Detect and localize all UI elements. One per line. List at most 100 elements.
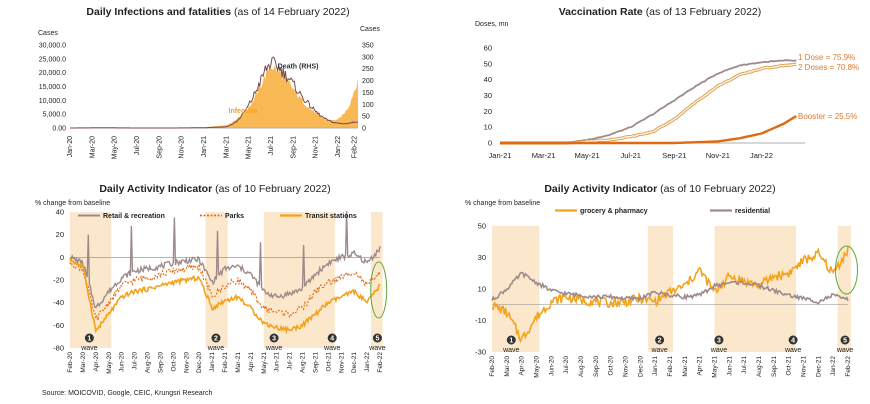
y-tick-label: -10: [475, 316, 486, 325]
y-tick-label: 0: [60, 253, 64, 262]
x-tick-label: Jul-21: [268, 136, 275, 155]
vaccination-chart: Doses, mn 0 10 20 30 40 50 60 Jan-21 Mar-21 May-21…: [475, 21, 859, 160]
x-tick-label: Mar-21: [223, 136, 230, 158]
y-tick-label: -80: [53, 344, 64, 353]
wave-badge-3: [269, 333, 279, 343]
x-tick-label: Jan-22: [364, 352, 371, 372]
wave-number: 1: [509, 338, 513, 345]
chart-title-main: Vaccination Rate: [558, 6, 643, 18]
y2-tick-label: 0: [362, 126, 366, 133]
y-tick-label: 20,000.0: [39, 70, 66, 77]
x-tick-label: Mar-20: [80, 352, 87, 373]
wave-label: wave: [368, 345, 385, 352]
legend-label-1: residential: [735, 208, 770, 215]
series-line-1: [69, 260, 381, 321]
x-tick-label: Mar-21: [532, 151, 556, 160]
wave-band-3: [714, 226, 797, 352]
y-tick-label: 10: [478, 285, 486, 294]
wave-label: wave: [650, 347, 667, 354]
wave-badge-1: [506, 335, 516, 345]
series-line-2: [500, 115, 797, 145]
wave-label: wave: [784, 347, 801, 354]
wave-band-3: [263, 212, 335, 348]
x-tick-label: Jan-20: [67, 136, 74, 158]
y-tick-label: 0: [488, 139, 492, 148]
wave-badge-4: [327, 333, 337, 343]
wave-number: 5: [843, 338, 847, 345]
x-tick-label: May-20: [112, 136, 119, 159]
x-tick-label: Jan-21: [652, 356, 659, 376]
wave-number: 4: [330, 336, 334, 343]
wave-badge-2: [211, 333, 221, 343]
x-tick-label: Jul-21: [741, 356, 748, 374]
wave-number: 3: [717, 338, 721, 345]
two-dose-line-outline: [500, 62, 797, 145]
x-tick-label: Oct-20: [170, 352, 177, 372]
x-tick-label: Jan-22: [830, 356, 837, 376]
x-tick-label: Apr-20: [519, 356, 526, 376]
wave-band-2: [205, 212, 228, 348]
wave-label: wave: [207, 345, 224, 352]
x-tick-label: Dec-21: [815, 356, 822, 377]
x-tick-label: Nov-20: [623, 356, 630, 377]
x-tick-label: Dec-20: [196, 352, 203, 373]
chart-title: Daily Infections and fatalities (as of 1…: [18, 6, 418, 18]
x-tick-label: Jul-20: [134, 136, 141, 155]
wave-label: wave: [265, 345, 282, 352]
y2-tick-label: 350: [362, 43, 374, 50]
series-label-booster: Booster = 25.5%: [798, 112, 857, 121]
x-tick-label: Mar-21: [682, 356, 689, 377]
x-tick-label: Jul-21: [287, 352, 294, 370]
x-tick-label: Dec-20: [637, 356, 644, 377]
activity-chart-2: % change from baseline -30 -10 10 30 50 Feb-20…: [465, 200, 859, 378]
series-line-2: [69, 257, 381, 335]
x-tick-label: May-21: [261, 352, 268, 374]
y-tick-label: 25,000.0: [39, 56, 66, 63]
x-tick-label: Dec-21: [351, 352, 358, 373]
x-tick-label: Jun-20: [548, 356, 555, 376]
y-tick-label: 50: [484, 59, 492, 68]
legend-label-0: grocery & pharmacy: [580, 208, 648, 215]
x-tick-label: Nov-21: [706, 151, 730, 160]
x-tick-label: Aug-21: [756, 356, 763, 377]
x-tick-label: Aug-20: [578, 356, 585, 377]
panel-infections: Daily Infections and fatalities (as of 1…: [18, 0, 418, 180]
legend-label-2: Transit stations: [305, 213, 357, 220]
x-tick-label: Sep-21: [662, 151, 686, 160]
x-tick-label: Apr-21: [248, 352, 255, 372]
death-line: [70, 56, 358, 129]
wave-band-4: [837, 226, 851, 352]
wave-band-1: [492, 226, 540, 352]
y2-tick-label: 100: [362, 102, 374, 109]
wave-label: wave: [323, 345, 340, 352]
y2-tick-label: 200: [362, 78, 374, 85]
left-axis-unit: Cases: [38, 30, 58, 37]
y-tick-label: 10: [484, 123, 492, 132]
y-tick-label: -60: [53, 321, 64, 330]
y-tick-label: -40: [53, 298, 64, 307]
x-tick-label: Jun-20: [119, 352, 126, 372]
x-tick-label: Sep-21: [312, 352, 319, 373]
x-tick-label: Sep-21: [771, 356, 778, 377]
x-tick-label: Jan-21: [201, 136, 208, 158]
wave-badge-2: [655, 335, 665, 345]
x-tick-label: Jun-21: [726, 356, 733, 376]
legend-label-0: Retail & recreation: [103, 213, 165, 220]
y-tick-label: 20: [484, 107, 492, 116]
chart-title-main: Daily Activity Indicator: [99, 183, 213, 195]
y-axis-label: % change from baseline: [35, 200, 110, 207]
x-tick-label: Nov-21: [313, 136, 320, 159]
y-tick-label: -30: [475, 348, 486, 357]
series-line-1: [491, 271, 849, 305]
y-tick-label: 0.00: [52, 126, 66, 133]
chart-title: Daily Activity Indicator (as of 10 Febru…: [30, 183, 400, 195]
y2-tick-label: 250: [362, 66, 374, 73]
wave-number: 3: [272, 336, 276, 343]
chart-title-sub: (as of 13 February 2022): [645, 6, 762, 18]
infection-area: [70, 65, 358, 128]
x-tick-label: Jan-22: [335, 136, 342, 158]
chart-title: Daily Activity Indicator (as of 10 Febru…: [460, 183, 860, 195]
y2-tick-label: 300: [362, 54, 374, 61]
x-tick-label: Jan-22: [750, 151, 773, 160]
series-line-0: [491, 246, 849, 344]
